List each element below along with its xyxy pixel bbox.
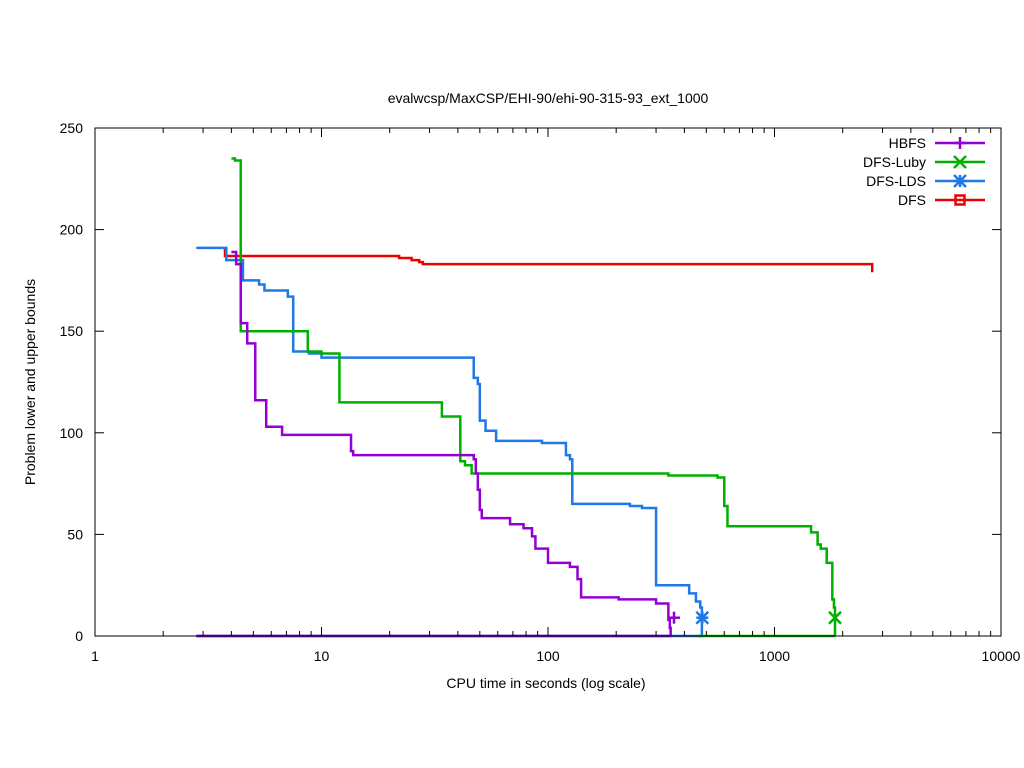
chart-title: evalwcsp/MaxCSP/EHI-90/ehi-90-315-93_ext…: [388, 90, 709, 106]
y-tick-label: 100: [60, 425, 84, 441]
legend-label-hbfs: HBFS: [889, 135, 926, 151]
legend-label-dfs: DFS: [898, 192, 926, 208]
legend-marker-dfs-luby: [953, 155, 967, 169]
series-dfs-lds-upper-line: [196, 246, 704, 636]
x-tick-label: 10000: [982, 648, 1021, 664]
x-axis-ticks: 1 10 100 1000 10000: [91, 128, 1021, 664]
legend-label-dfs-lds: DFS-LDS: [866, 173, 926, 189]
series-dfs-luby-upper-line: [231, 157, 837, 636]
legend: HBFS DFS-Luby DFS-LDS DFS: [863, 135, 985, 208]
x-tick-label: 10: [314, 648, 330, 664]
legend-marker-dfs: [954, 194, 966, 206]
series-hbfs-upper-line: [231, 250, 672, 636]
series-dfs-luby-end-marker: [828, 610, 842, 625]
series-hbfs-end-marker: [668, 611, 681, 624]
x-tick-label: 1: [91, 648, 99, 664]
y-tick-label: 200: [60, 222, 84, 238]
y-tick-label: 0: [75, 628, 83, 644]
x-axis-label: CPU time in seconds (log scale): [446, 675, 645, 691]
y-tick-label: 50: [67, 526, 83, 542]
x-tick-label: 1000: [759, 648, 790, 664]
legend-marker-hbfs: [954, 137, 966, 149]
y-tick-label: 250: [60, 120, 84, 136]
y-axis-label: Problem lower and upper bounds: [22, 279, 38, 485]
legend-marker-dfs-lds: [953, 174, 967, 188]
series-dfs-lds-end-marker: [695, 610, 710, 625]
x-tick-label: 100: [536, 648, 560, 664]
legend-label-dfs-luby: DFS-Luby: [863, 154, 926, 170]
y-tick-label: 150: [60, 323, 84, 339]
y-axis-ticks: 0 50 100 150 200 250: [60, 120, 1001, 644]
series-dfs-upper-line: [223, 248, 874, 273]
